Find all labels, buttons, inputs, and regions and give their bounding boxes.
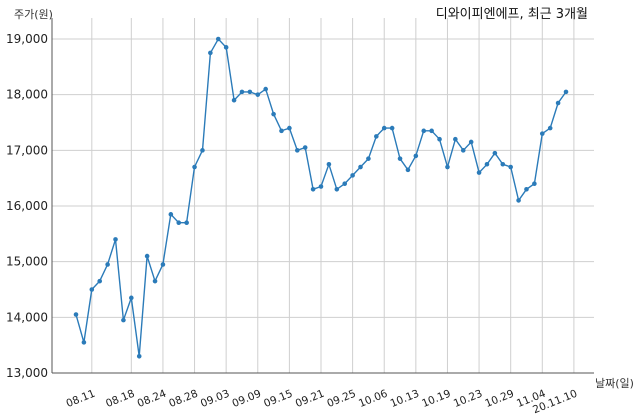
data-point (263, 86, 268, 92)
data-point (81, 340, 87, 345)
data-point (302, 145, 308, 150)
data-point (334, 187, 340, 192)
data-point (136, 354, 142, 359)
data-point (484, 161, 490, 167)
data-point (453, 136, 458, 142)
data-point (184, 220, 189, 225)
data-point (294, 148, 300, 153)
data-point (429, 128, 434, 134)
x-tick-label: 10.06 (357, 388, 390, 411)
data-point (247, 89, 253, 95)
data-point (405, 167, 411, 173)
data-point (397, 156, 403, 161)
data-point (563, 89, 569, 95)
data-point (113, 237, 118, 242)
data-point (231, 97, 237, 103)
data-point (223, 45, 229, 50)
data-point (255, 92, 261, 97)
y-tick-label: 17,000 (6, 143, 48, 157)
y-axis-ticks: 13,000 14,000 15,000 16,000 17,000 18,000 19,0… (6, 32, 48, 380)
data-point (89, 287, 95, 292)
data-point (460, 148, 466, 153)
data-point (413, 153, 419, 159)
data-point (381, 125, 387, 131)
data-point (192, 164, 197, 170)
x-tick-label: 08.24 (136, 388, 169, 411)
data-point (468, 139, 474, 145)
x-axis-ticks: 08.11 08.18 08.24 08.28 09.03 09.09 09.15 09.21… (65, 388, 579, 414)
data-point (524, 187, 529, 192)
data-point (326, 161, 332, 167)
data-point (208, 50, 213, 56)
y-tick-label: 14,000 (6, 310, 48, 324)
x-tick-label: 09.09 (231, 388, 263, 410)
x-tick-label: 08.18 (104, 388, 136, 410)
data-point (318, 184, 324, 189)
x-tick-label: 09.03 (199, 388, 231, 410)
x-tick-label: 08.11 (65, 388, 97, 410)
data-point (358, 164, 363, 170)
data-point (508, 164, 513, 170)
x-tick-label: 08.28 (167, 388, 199, 410)
data-point (500, 161, 506, 167)
data-point (492, 150, 498, 156)
y-tick-label: 19,000 (6, 32, 48, 46)
data-point (547, 125, 553, 131)
chart-title: 디와이피엔에프, 최근 3개월 (436, 7, 588, 22)
y-tick-label: 13,000 (6, 366, 48, 380)
data-point (160, 262, 166, 267)
data-point (555, 100, 561, 106)
data-point (152, 278, 158, 284)
data-point (121, 317, 126, 323)
data-point (129, 295, 134, 301)
data-point (176, 220, 182, 225)
data-point (200, 148, 205, 153)
data-point (271, 111, 276, 117)
data-point (105, 262, 110, 267)
data-point (144, 253, 150, 259)
data-point (374, 134, 379, 139)
data-point (437, 136, 442, 142)
y-tick-label: 18,000 (6, 88, 48, 102)
price-series (73, 36, 569, 359)
data-point (366, 156, 371, 161)
y-tick-label: 15,000 (6, 255, 48, 269)
data-point (389, 125, 395, 131)
data-point (445, 164, 450, 170)
data-point (279, 128, 284, 134)
data-point (97, 278, 103, 284)
x-tick-label: 09.25 (325, 388, 357, 410)
x-tick-label: 10.13 (389, 388, 421, 410)
x-axis-title: 날짜(일) (595, 376, 634, 390)
axes (51, 18, 594, 374)
x-tick-label: 10.19 (420, 388, 452, 410)
x-tick-label: 09.21 (294, 388, 326, 410)
data-point (539, 131, 545, 136)
grid-lines (52, 18, 594, 374)
data-point (215, 36, 221, 42)
data-point (287, 125, 292, 131)
data-point (476, 170, 482, 175)
x-tick-label: 10.23 (452, 388, 484, 410)
data-point (342, 181, 348, 187)
data-point (516, 198, 521, 203)
y-axis-title: 주가(원) (14, 8, 53, 21)
data-point (350, 173, 355, 178)
data-point (310, 187, 316, 192)
data-point (239, 89, 245, 95)
x-tick-label: 09.15 (262, 388, 294, 410)
y-tick-label: 16,000 (6, 199, 48, 213)
x-tick-label: 10.29 (483, 388, 515, 410)
data-point (73, 312, 79, 317)
data-point (421, 128, 427, 134)
data-point (168, 212, 174, 217)
data-point (532, 181, 537, 187)
